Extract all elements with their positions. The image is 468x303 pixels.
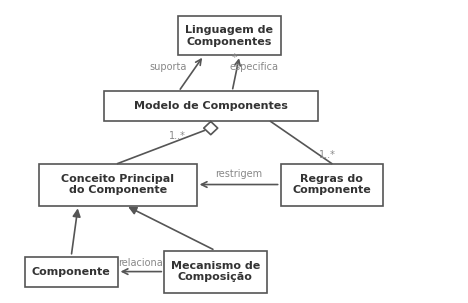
FancyBboxPatch shape bbox=[178, 16, 280, 55]
Text: Mecanismo de
Composição: Mecanismo de Composição bbox=[171, 261, 260, 282]
Text: restrigem: restrigem bbox=[215, 169, 262, 179]
Text: Componente: Componente bbox=[32, 267, 110, 277]
Text: 1..*: 1..* bbox=[319, 149, 336, 159]
Text: especifica: especifica bbox=[230, 62, 279, 72]
Text: 1..*: 1..* bbox=[169, 132, 186, 142]
Polygon shape bbox=[204, 122, 218, 135]
FancyBboxPatch shape bbox=[164, 251, 267, 293]
Text: relaciona: relaciona bbox=[118, 258, 163, 268]
Text: Linguagem de
Componentes: Linguagem de Componentes bbox=[185, 25, 273, 47]
FancyBboxPatch shape bbox=[104, 92, 318, 122]
FancyBboxPatch shape bbox=[25, 257, 117, 287]
Text: Regras do
Componente: Regras do Componente bbox=[292, 174, 371, 195]
Text: suporta: suporta bbox=[149, 62, 187, 72]
Text: Modelo de Componentes: Modelo de Componentes bbox=[134, 102, 288, 112]
FancyBboxPatch shape bbox=[38, 164, 197, 205]
FancyBboxPatch shape bbox=[280, 164, 383, 205]
Text: Conceito Principal
do Componente: Conceito Principal do Componente bbox=[61, 174, 174, 195]
Text: *: * bbox=[232, 53, 238, 63]
